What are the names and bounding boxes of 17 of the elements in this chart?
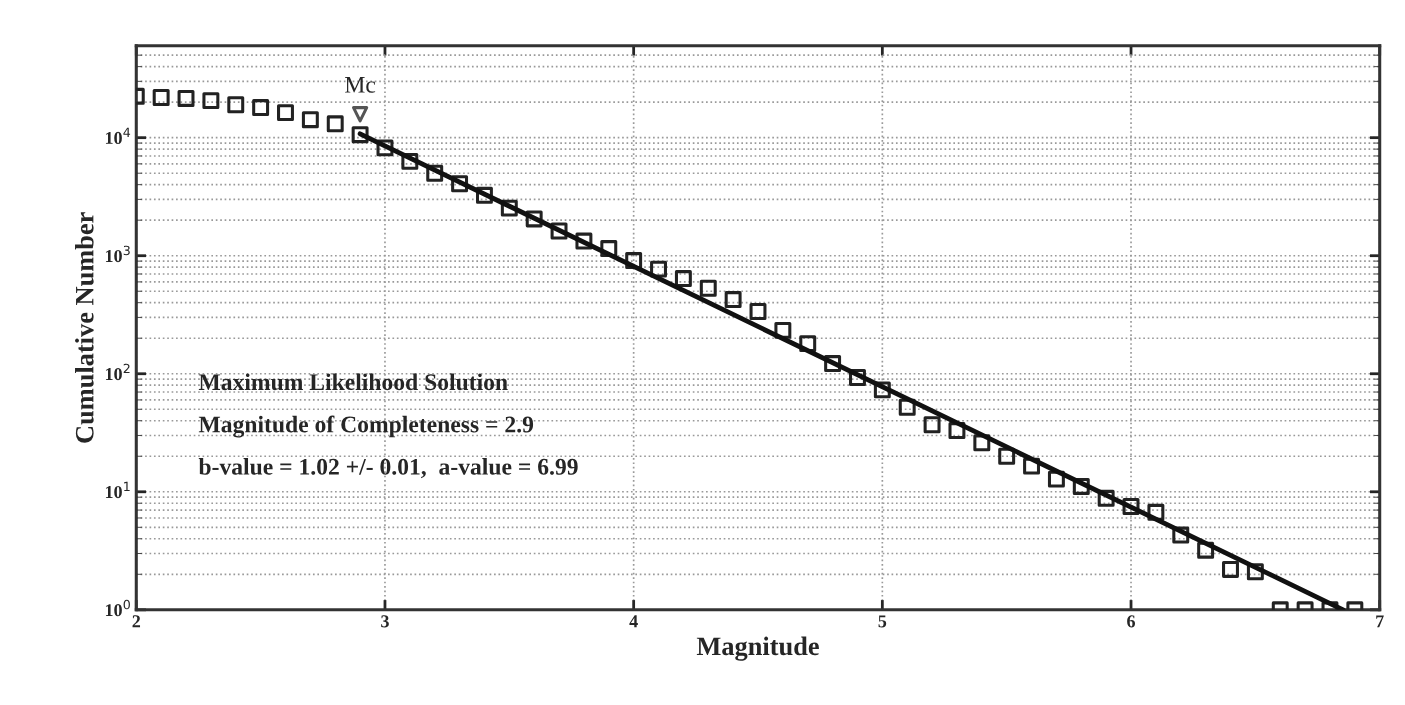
y-tick-label: 10$^{0}$ — [105, 599, 130, 617]
annotation: Maximum Likelihood Solution — [198, 373, 508, 391]
y-tick-label: 10$^{2}$ — [105, 363, 130, 381]
x-tick-label: 5 — [878, 615, 887, 628]
annotation: b-value = 1.02 +/- 0.01, a-value = 6.99 — [198, 458, 578, 479]
x-tick-label: 3 — [381, 615, 389, 628]
x-tick-label: 7 — [1376, 615, 1384, 628]
y-tick-label: 10$^{3}$ — [105, 245, 130, 263]
annotation: Magnitude of Completeness = 2.9 — [198, 415, 534, 438]
x-tick-label: 2 — [132, 615, 141, 628]
x-tick-label: 4 — [629, 615, 638, 628]
x-tick-label: 6 — [1127, 615, 1136, 628]
annotation: Mc — [345, 77, 376, 93]
y-axis-title: Cumulative Number — [75, 212, 94, 443]
x-axis-title: Magnitude — [696, 636, 819, 661]
y-tick-label: 10$^{1}$ — [105, 481, 130, 499]
y-tick-label: 10$^{4}$ — [105, 127, 131, 145]
